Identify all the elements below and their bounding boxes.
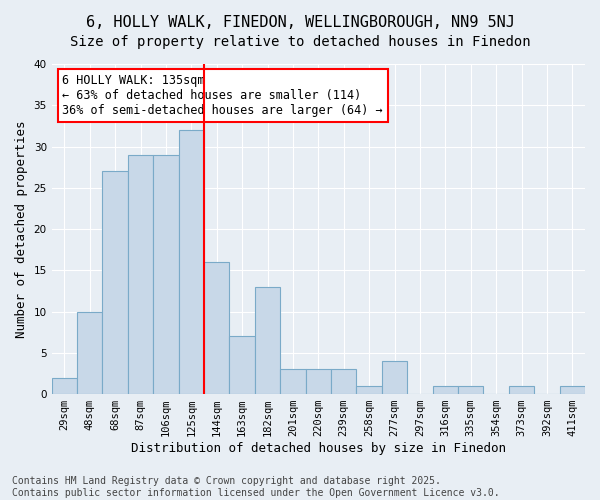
Bar: [280, 370, 305, 394]
Bar: [179, 130, 204, 394]
Bar: [255, 287, 280, 394]
Bar: [509, 386, 534, 394]
Bar: [103, 172, 128, 394]
Text: 6 HOLLY WALK: 135sqm
← 63% of detached houses are smaller (114)
36% of semi-deta: 6 HOLLY WALK: 135sqm ← 63% of detached h…: [62, 74, 383, 117]
Bar: [560, 386, 585, 394]
Y-axis label: Number of detached properties: Number of detached properties: [15, 120, 28, 338]
Bar: [52, 378, 77, 394]
Bar: [433, 386, 458, 394]
Bar: [204, 262, 229, 394]
Bar: [128, 155, 153, 394]
Bar: [331, 370, 356, 394]
X-axis label: Distribution of detached houses by size in Finedon: Distribution of detached houses by size …: [131, 442, 506, 455]
Bar: [356, 386, 382, 394]
Text: 6, HOLLY WALK, FINEDON, WELLINGBOROUGH, NN9 5NJ: 6, HOLLY WALK, FINEDON, WELLINGBOROUGH, …: [86, 15, 514, 30]
Bar: [229, 336, 255, 394]
Text: Contains HM Land Registry data © Crown copyright and database right 2025.
Contai: Contains HM Land Registry data © Crown c…: [12, 476, 500, 498]
Text: Size of property relative to detached houses in Finedon: Size of property relative to detached ho…: [70, 35, 530, 49]
Bar: [382, 361, 407, 394]
Bar: [77, 312, 103, 394]
Bar: [458, 386, 484, 394]
Bar: [305, 370, 331, 394]
Bar: [153, 155, 179, 394]
